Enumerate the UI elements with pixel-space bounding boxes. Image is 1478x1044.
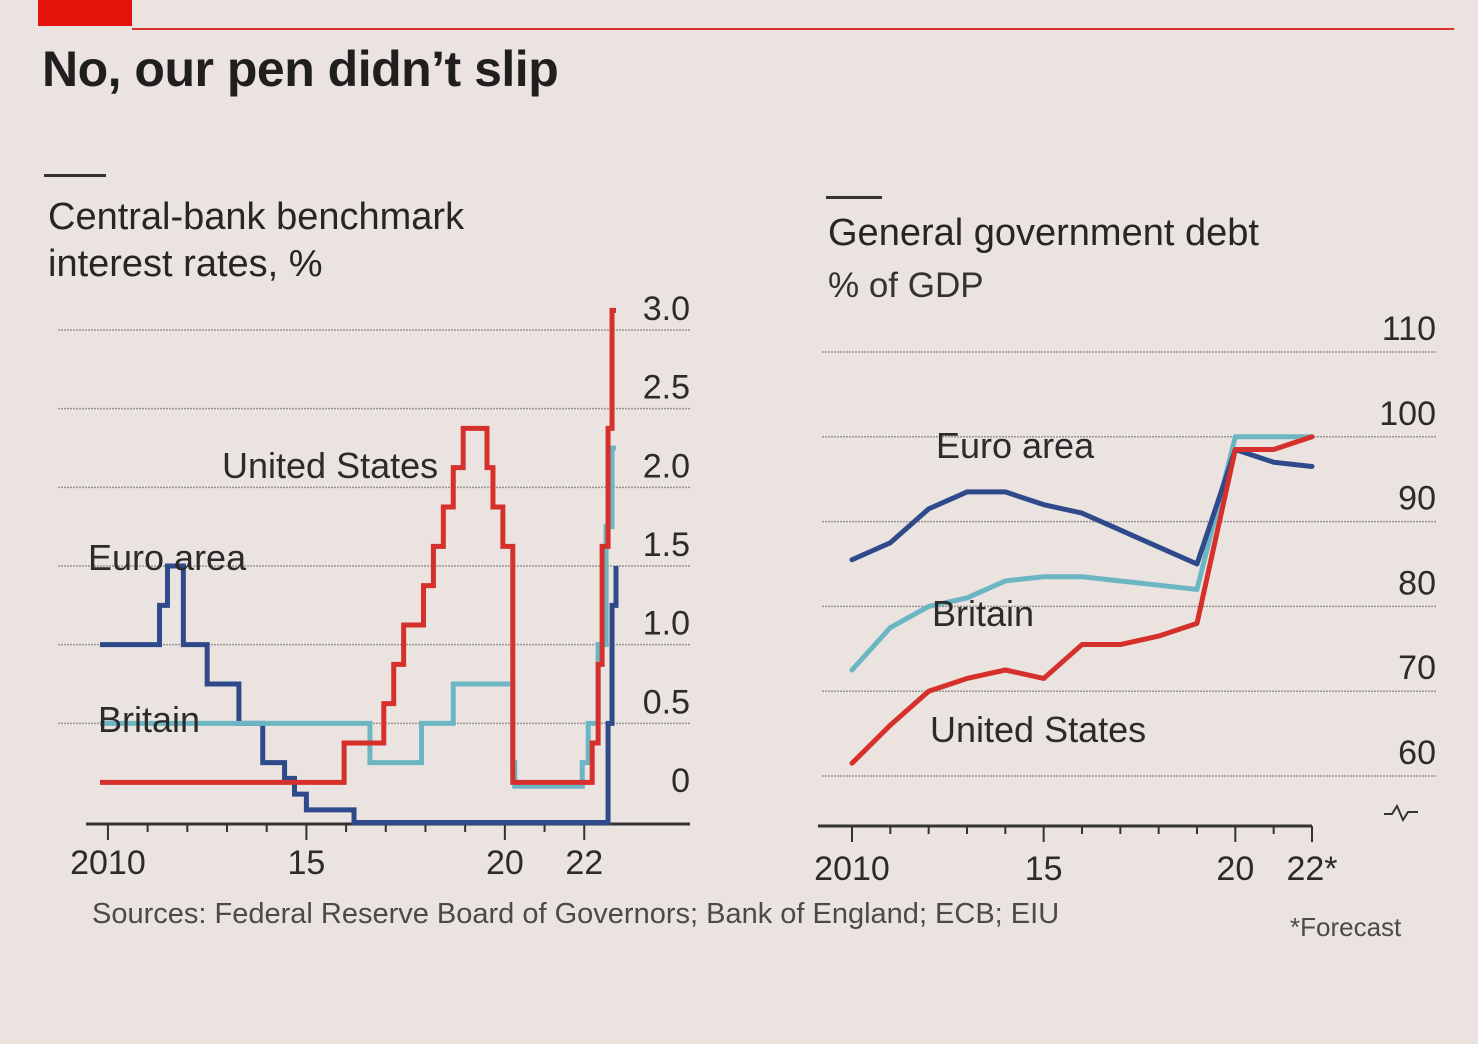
right-y-tick-label: 110: [1382, 310, 1436, 348]
left-x-tick-label: 15: [287, 844, 325, 882]
forecast-footnote: *Forecast: [1290, 912, 1402, 942]
right-y-tick-label: 100: [1379, 395, 1436, 433]
left-series-label-euro-area: Euro area: [88, 537, 247, 578]
left-y-tick-label: 2.0: [643, 447, 690, 485]
right-y-tick-label: 70: [1398, 649, 1436, 687]
left-y-tick-label: 3.0: [643, 290, 690, 328]
right-chart-title: General government debt: [828, 212, 1259, 254]
left-panel-rule: [44, 174, 106, 177]
right-x-tick-label: 2010: [814, 850, 890, 888]
right-series-label-britain: Britain: [932, 593, 1034, 634]
right-x-tick-label: 22*: [1286, 850, 1337, 888]
left-y-tick-label: 1.5: [643, 526, 690, 564]
axis-break-icon: [1384, 803, 1418, 823]
right-y-tick-label: 80: [1398, 564, 1436, 602]
right-series-label-euro-area: Euro area: [936, 425, 1095, 466]
left-x-tick-label: 2010: [70, 844, 146, 882]
left-x-tick-label: 22: [565, 844, 603, 882]
top-rule: [132, 28, 1454, 30]
right-series-united-states: [849, 434, 1315, 766]
right-series-britain: [849, 434, 1315, 673]
right-series-label-united-states: United States: [930, 709, 1146, 750]
left-y-tick-label: 2.5: [643, 369, 690, 407]
right-y-tick-label: 90: [1398, 480, 1436, 518]
left-chart-title-line1: Central-bank benchmark: [48, 196, 465, 238]
left-series-euro-area: [100, 563, 619, 825]
left-series-label-britain: Britain: [98, 699, 200, 740]
left-series-united-states: [100, 307, 616, 785]
brand-red-tab: [38, 0, 132, 26]
right-y-tick-label: 60: [1398, 734, 1436, 772]
left-chart-title: Central-bank benchmark interest rates, %: [48, 194, 464, 288]
right-x-tick-label: 20: [1216, 850, 1254, 888]
right-chart-subtitle: % of GDP: [828, 266, 984, 305]
left-y-tick-label: 0: [671, 762, 690, 800]
left-x-tick-label: 20: [486, 844, 524, 882]
right-x-tick-label: 15: [1025, 850, 1063, 888]
left-series-britain: [100, 445, 616, 789]
right-series-euro-area: [849, 447, 1315, 567]
left-y-tick-label: 1.0: [643, 605, 690, 643]
sources-note: Sources: Federal Reserve Board of Govern…: [92, 898, 1060, 930]
left-y-tick-label: 0.5: [643, 683, 690, 721]
left-chart-title-line2: interest rates, %: [48, 243, 323, 285]
page-title: No, our pen didn’t slip: [42, 41, 559, 97]
right-panel-rule: [826, 196, 882, 199]
left-series-label-united-states: United States: [222, 445, 438, 486]
